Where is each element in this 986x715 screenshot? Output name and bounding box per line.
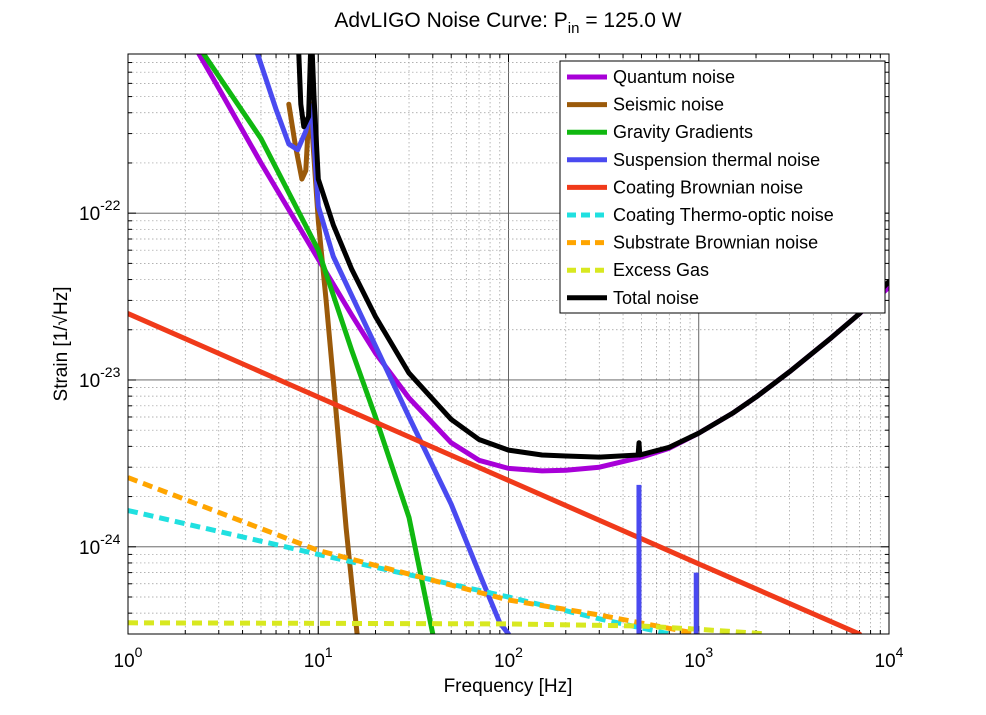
series-line-coating-thermo-optic-noise xyxy=(128,508,670,634)
tick-exponent: -22 xyxy=(100,197,120,213)
x-tick-labels: 100 101 102 103 104 xyxy=(114,644,904,672)
series-line-substrate-brownian-noise xyxy=(128,475,700,634)
tick-exponent: -23 xyxy=(100,364,120,380)
series-lines xyxy=(128,54,889,634)
legend-label: Total noise xyxy=(613,288,699,308)
tick-base: 10 xyxy=(684,651,705,672)
tick-exponent: 4 xyxy=(896,644,904,660)
y-tick-label: 10-23 xyxy=(79,364,121,392)
tick-base: 10 xyxy=(494,651,515,672)
y-tick-label: 10-22 xyxy=(79,197,121,225)
legend-label: Coating Thermo-optic noise xyxy=(613,205,834,225)
x-tick-label: 102 xyxy=(494,644,523,672)
legend-label: Substrate Brownian noise xyxy=(613,233,818,253)
tick-base: 10 xyxy=(79,371,100,392)
tick-exponent: 3 xyxy=(705,644,713,660)
series-line-total-noise xyxy=(296,54,889,460)
x-tick-label: 101 xyxy=(304,644,333,672)
tick-exponent: -24 xyxy=(100,531,120,547)
series-line-seismic-noise xyxy=(286,100,360,634)
axis-ticks xyxy=(127,53,889,635)
x-tick-label: 103 xyxy=(684,644,713,672)
tick-base: 10 xyxy=(304,651,325,672)
chart-title-main: AdvLIGO Noise Curve: P xyxy=(334,9,567,32)
chart-title-subscript: in xyxy=(568,20,580,37)
legend-label: Excess Gas xyxy=(613,260,709,280)
legend-box xyxy=(559,60,886,314)
chart-title-tail: = 125.0 W xyxy=(579,9,681,32)
legend-label: Quantum noise xyxy=(613,67,735,87)
series-line-suspension-thermal-noise xyxy=(255,54,511,634)
tick-base: 10 xyxy=(875,651,896,672)
series-line-gravity-gradients xyxy=(201,54,436,634)
tick-base: 10 xyxy=(79,204,100,225)
tick-exponent: 1 xyxy=(325,644,333,660)
y-tick-label: 10-24 xyxy=(79,531,121,559)
legend-label: Gravity Gradients xyxy=(613,122,753,142)
x-axis-label: Frequency [Hz] xyxy=(444,676,573,697)
tick-base: 10 xyxy=(114,651,135,672)
tick-exponent: 0 xyxy=(135,644,143,660)
plot-frame xyxy=(127,53,890,635)
chart-title: AdvLIGO Noise Curve: Pin = 125.0 W xyxy=(334,9,681,37)
tick-exponent: 2 xyxy=(515,644,523,660)
y-axis-label: Strain [1/√Hz] xyxy=(51,287,72,402)
legend-label: Coating Brownian noise xyxy=(613,177,803,197)
legend-label: Suspension thermal noise xyxy=(613,150,820,170)
x-tick-label: 104 xyxy=(875,644,904,672)
series-line-coating-brownian-noise xyxy=(128,311,862,634)
series-line-excess-gas xyxy=(128,620,768,634)
x-tick-label: 100 xyxy=(114,644,143,672)
legend-label: Seismic noise xyxy=(613,95,724,115)
tick-base: 10 xyxy=(79,538,100,559)
legend: Quantum noise Seismic noise Gravity Gradie… xyxy=(559,60,886,314)
